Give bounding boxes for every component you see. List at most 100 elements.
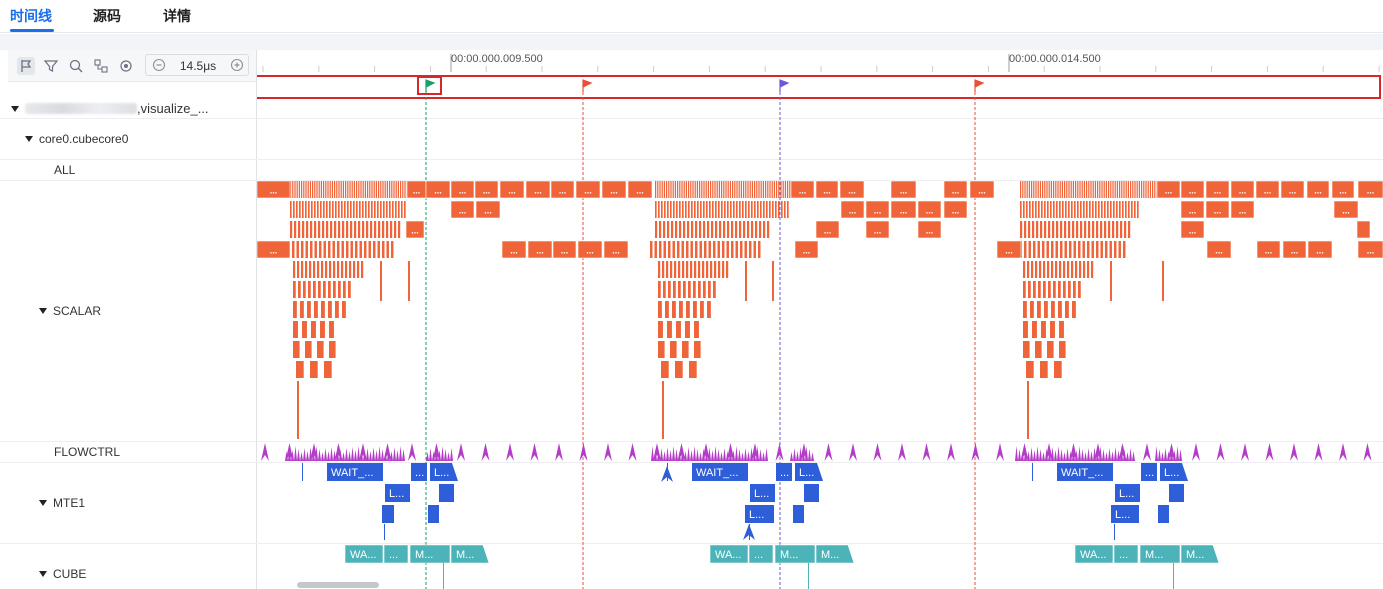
scalar-slice[interactable] [1116,221,1119,238]
flowctrl-marker[interactable] [1179,449,1182,461]
cube-slice[interactable] [450,544,490,564]
scalar-slice[interactable] [1162,261,1164,301]
scalar-slice[interactable] [672,301,676,318]
scalar-slice[interactable] [377,241,380,258]
scalar-slice[interactable] [675,221,678,238]
scalar-slice[interactable] [1040,361,1048,378]
scalar-slice[interactable] [1063,281,1066,298]
scalar-slice[interactable] [324,361,332,378]
scalar-slice[interactable] [305,201,307,218]
expand-triangle-icon[interactable] [39,500,47,506]
scalar-slice[interactable] [1333,200,1359,219]
scalar-slice[interactable] [677,241,680,258]
scalar-slice[interactable] [335,301,339,318]
flowctrl-marker[interactable] [432,451,435,461]
mte1-slice[interactable] [1141,463,1157,481]
flowctrl-marker[interactable] [805,446,808,461]
flowctrl-marker[interactable] [261,443,269,461]
scalar-slice[interactable] [1044,181,1046,198]
scalar-slice[interactable] [693,301,697,318]
scalar-slice[interactable] [334,181,336,198]
scalar-slice[interactable] [691,201,693,218]
cube-slice[interactable] [344,544,384,564]
scalar-slice[interactable] [373,181,375,198]
flowctrl-marker[interactable] [669,450,672,461]
scalar-slice[interactable] [1071,261,1074,278]
scalar-slice[interactable] [661,201,663,218]
scalar-slice[interactable] [359,201,361,218]
scalar-slice[interactable] [1145,181,1147,198]
scalar-slice[interactable] [767,181,769,198]
flowctrl-marker[interactable] [429,448,432,461]
scalar-slice[interactable] [695,241,698,258]
scalar-slice[interactable] [1032,221,1035,238]
scalar-slice[interactable] [1036,221,1039,238]
flowctrl-marker[interactable] [1132,451,1135,461]
scalar-slice[interactable] [767,221,770,238]
scalar-slice[interactable] [552,240,577,259]
scalar-slice[interactable] [753,241,756,258]
scalar-slice[interactable] [306,221,309,238]
search-icon[interactable] [67,57,85,75]
scalar-slice[interactable] [1080,201,1082,218]
scalar-slice[interactable] [353,201,355,218]
scalar-slice[interactable] [337,241,340,258]
flowctrl-marker[interactable] [1087,448,1090,461]
scalar-slice[interactable] [690,241,693,258]
flowctrl-marker[interactable] [796,451,799,461]
scalar-slice[interactable] [370,221,373,238]
scalar-slice[interactable] [1137,201,1139,218]
scalar-slice[interactable] [349,261,352,278]
flowctrl-marker[interactable] [657,452,660,461]
scalar-slice[interactable] [1095,201,1097,218]
zoom-out-icon[interactable] [152,58,166,77]
scalar-slice[interactable] [338,221,341,238]
scalar-slice[interactable] [1081,181,1083,198]
scalar-slice[interactable] [1110,181,1112,198]
scalar-slice[interactable] [739,221,742,238]
scalar-slice[interactable] [1054,361,1062,378]
scalar-slice[interactable] [1331,180,1355,199]
scalar-slice[interactable] [718,261,721,278]
flowctrl-marker[interactable] [1084,452,1087,461]
flowctrl-marker[interactable] [1123,449,1126,461]
scalar-slice[interactable] [1038,281,1041,298]
scalar-slice[interactable] [778,201,780,218]
scalar-slice[interactable] [1073,241,1076,258]
flowctrl-marker[interactable] [312,450,315,461]
flag-icon[interactable] [779,79,790,92]
scalar-slice[interactable] [323,181,325,198]
scalar-slice[interactable] [667,201,669,218]
flowctrl-marker[interactable] [1290,443,1298,461]
flowctrl-marker[interactable] [666,447,669,461]
flowctrl-marker[interactable] [506,443,514,461]
scalar-slice[interactable] [663,181,666,198]
scalar-slice[interactable] [314,181,316,198]
flowctrl-marker[interactable] [345,448,348,461]
scalar-slice[interactable] [341,201,343,218]
scalar-slice[interactable] [499,180,525,199]
scalar-slice[interactable] [675,361,683,378]
scalar-slice[interactable] [715,221,718,238]
scalar-slice[interactable] [335,201,337,218]
scalar-slice[interactable] [1092,201,1094,218]
scalar-slice[interactable] [683,221,686,238]
flowctrl-marker[interactable] [1054,450,1057,461]
scalar-slice[interactable] [1057,181,1059,198]
flowctrl-marker[interactable] [1164,448,1167,461]
scalar-slice[interactable] [703,181,705,198]
scalar-slice[interactable] [890,180,917,199]
scalar-slice[interactable] [1041,201,1043,218]
scalar-slice[interactable] [1082,241,1085,258]
scalar-slice[interactable] [710,181,712,198]
scalar-slice[interactable] [350,241,353,258]
flowctrl-marker[interactable] [1111,451,1114,461]
flowctrl-marker[interactable] [765,448,768,461]
flowctrl-marker[interactable] [1102,449,1105,461]
scalar-slice[interactable] [1072,181,1075,198]
scalar-slice[interactable] [1023,281,1026,298]
flowctrl-marker[interactable] [330,447,333,461]
scalar-slice[interactable] [751,181,754,198]
scalar-slice[interactable] [1026,181,1028,198]
scalar-slice[interactable] [1044,221,1047,238]
